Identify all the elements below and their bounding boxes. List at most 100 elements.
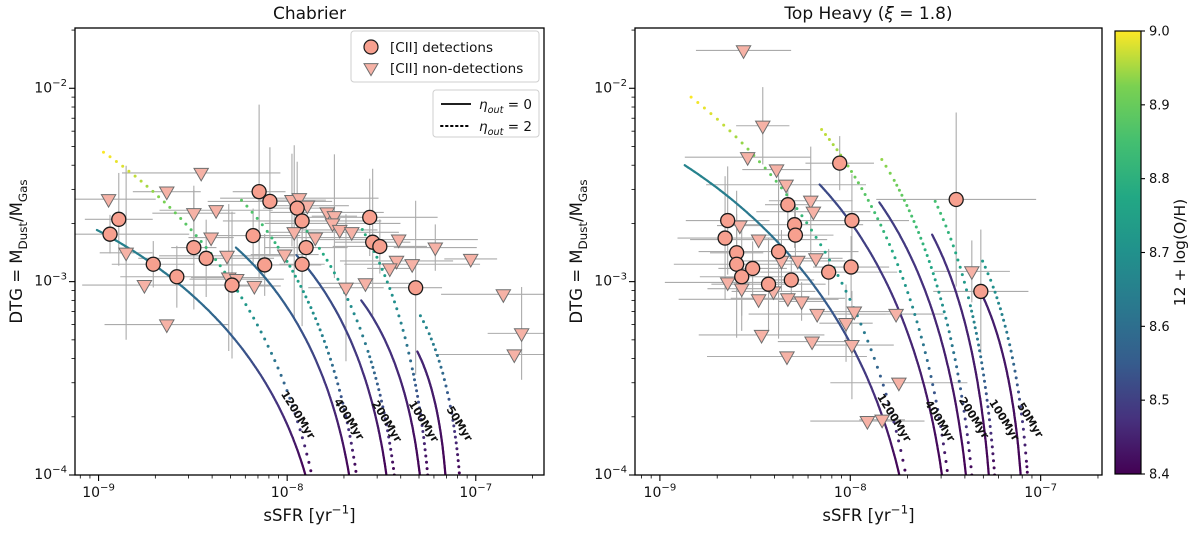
nondetection-marker [965,267,979,280]
y-tick-label: 10−2 [594,78,627,96]
nondetection-marker [464,254,478,267]
nondetection-marker [736,46,750,59]
colorbar-tick-label: 8.6 [1149,320,1170,335]
colorbar-tick-label: 8.7 [1149,246,1170,261]
y-tick-label: 10−3 [34,271,67,289]
detection-marker [225,278,239,292]
detection-marker [363,210,377,224]
detection-marker [788,228,802,242]
y-tick-label: 10−3 [594,271,627,289]
nondetection-marker [358,279,372,292]
panel-title: Chabrier [273,4,346,24]
detection-marker [299,241,313,255]
colorbar-tick-label: 8.4 [1149,468,1170,483]
nondetection-marker [194,168,208,181]
nondetection-marker [847,307,861,320]
track-age-label: 200Myr [369,398,405,445]
detection-marker [949,192,963,206]
detection-marker [295,257,309,271]
x-axis-label: sSFR [yr−1] [822,503,914,525]
nondetection-marker [496,290,510,303]
detection-marker [246,229,260,243]
detection-marker [822,265,836,279]
nondetection-marker [101,195,115,208]
nondetection-marker [780,352,794,365]
nondetection-marker [791,256,805,269]
detection-marker [199,251,213,265]
y-axis-label: DTG = MDust/MGas [567,179,590,323]
nondetection-marker [405,260,419,273]
detection-marker [974,284,988,298]
x-tick-label: 10−7 [459,483,492,501]
detection-marker [833,156,847,170]
x-tick-label: 10−7 [1024,483,1057,501]
nondetection-marker [514,329,528,342]
colorbar-tick-label: 8.9 [1149,98,1170,113]
nondetection-marker [247,281,261,294]
nondetection-marker [339,283,353,296]
x-tick-label: 10−9 [82,483,115,501]
x-tick-label: 10−9 [644,483,677,501]
nondetection-marker [345,228,359,241]
nondetection-marker [809,254,823,267]
y-tick-label: 10−4 [594,465,627,483]
detection-marker [146,257,160,271]
nondetection-marker [779,180,793,193]
x-tick-label: 10−8 [271,483,304,501]
nondetection-marker [160,320,174,333]
detection-marker [112,212,126,226]
detection-marker [187,241,201,255]
nondetection-marker [860,417,874,430]
legend-nondetections-label: [CII] non-detections [390,61,523,77]
detection-marker [103,227,117,241]
detection-marker [718,231,732,245]
track-age-label: 50Myr [444,404,476,444]
detection-marker [735,270,749,284]
detection-marker [845,214,859,228]
legend-detection-marker-icon [364,40,378,54]
detection-marker [762,277,776,291]
nondetection-marker [805,337,819,350]
track-age-label: 100Myr [986,397,1022,444]
colorbar: 8.4 8.5 8.6 8.7 8.8 8.9 9.0 12 + log(O/H) [1115,25,1189,483]
nondetection-marker [740,153,754,166]
nondetection-marker [391,235,405,248]
nondetection-marker [751,295,765,308]
nondetection-marker [794,297,808,310]
detection-marker [721,214,735,228]
panel-title: Top Heavy (ξ = 1.8) [783,4,952,24]
nondetection-marker [428,243,442,256]
detection-marker [295,214,309,228]
detection-marker [781,198,795,212]
colorbar-tick-label: 8.8 [1149,172,1170,187]
y-tick-label: 10−4 [34,465,67,483]
nondetection-marker [187,209,201,222]
nondetection-marker [806,207,820,220]
colorbar-tick-label: 9.0 [1149,25,1170,40]
detection-marker [784,273,798,287]
legend-detections-label: [CII] detections [390,40,493,56]
track-age-label: 400Myr [922,398,958,445]
left-panel-errorbars [31,105,594,380]
nondetection-marker [781,294,795,307]
nondetection-marker [137,280,151,293]
nondetection-marker [756,121,770,134]
colorbar-label: 12 + log(O/H) [1171,199,1189,306]
nondetection-marker [845,340,859,353]
detection-marker [373,239,387,253]
detection-marker [844,260,858,274]
nondetection-marker [209,206,223,219]
y-tick-label: 10−2 [34,78,67,96]
nondetection-marker [160,187,174,200]
y-axis-label: DTG = MDust/MGas [7,179,30,323]
nondetection-marker [287,228,301,241]
detection-marker [290,201,304,215]
colorbar-tick-label: 8.5 [1149,394,1170,409]
legend-markers: [CII] detections [CII] non-detections [351,31,539,82]
right-panel-markers [718,46,988,429]
